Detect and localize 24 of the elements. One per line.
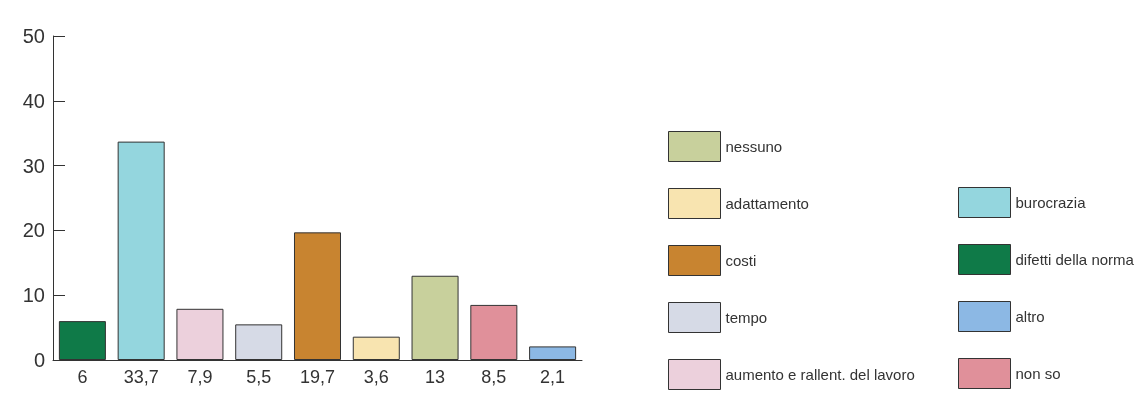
y-tick-label: 0 (33, 349, 45, 371)
x-tick-label: 7,9 (187, 367, 213, 387)
y-tick-label: 30 (22, 154, 45, 177)
x-tick-label: 6 (77, 367, 88, 387)
legend-label: costi (725, 252, 757, 269)
y-tick-label: 20 (22, 219, 45, 242)
legend-label: nessuno (725, 138, 783, 155)
legend-label: burocrazia (1015, 194, 1087, 211)
x-tick-label: 19,7 (299, 367, 336, 387)
x-tick-label: 2,1 (540, 367, 566, 387)
legend-label: difetti della norma (1015, 251, 1135, 268)
legend-label: tempo (725, 309, 768, 326)
x-tick-label: 5,5 (246, 367, 272, 387)
x-tick-label: 3,6 (363, 367, 389, 387)
x-tick-label: 33,7 (123, 367, 159, 387)
y-tick-label: 40 (22, 89, 45, 112)
y-tick-label: 10 (22, 284, 45, 307)
legend-label: non so (1015, 365, 1061, 382)
legend-label: aumento e rallent. del lavoro (725, 366, 915, 383)
x-tick-label: 13 (425, 367, 446, 387)
legend-label: altro (1015, 308, 1045, 325)
y-tick-label: 50 (22, 25, 45, 47)
legend-label: adattamento (725, 195, 809, 212)
x-tick-label: 8,5 (481, 367, 507, 387)
